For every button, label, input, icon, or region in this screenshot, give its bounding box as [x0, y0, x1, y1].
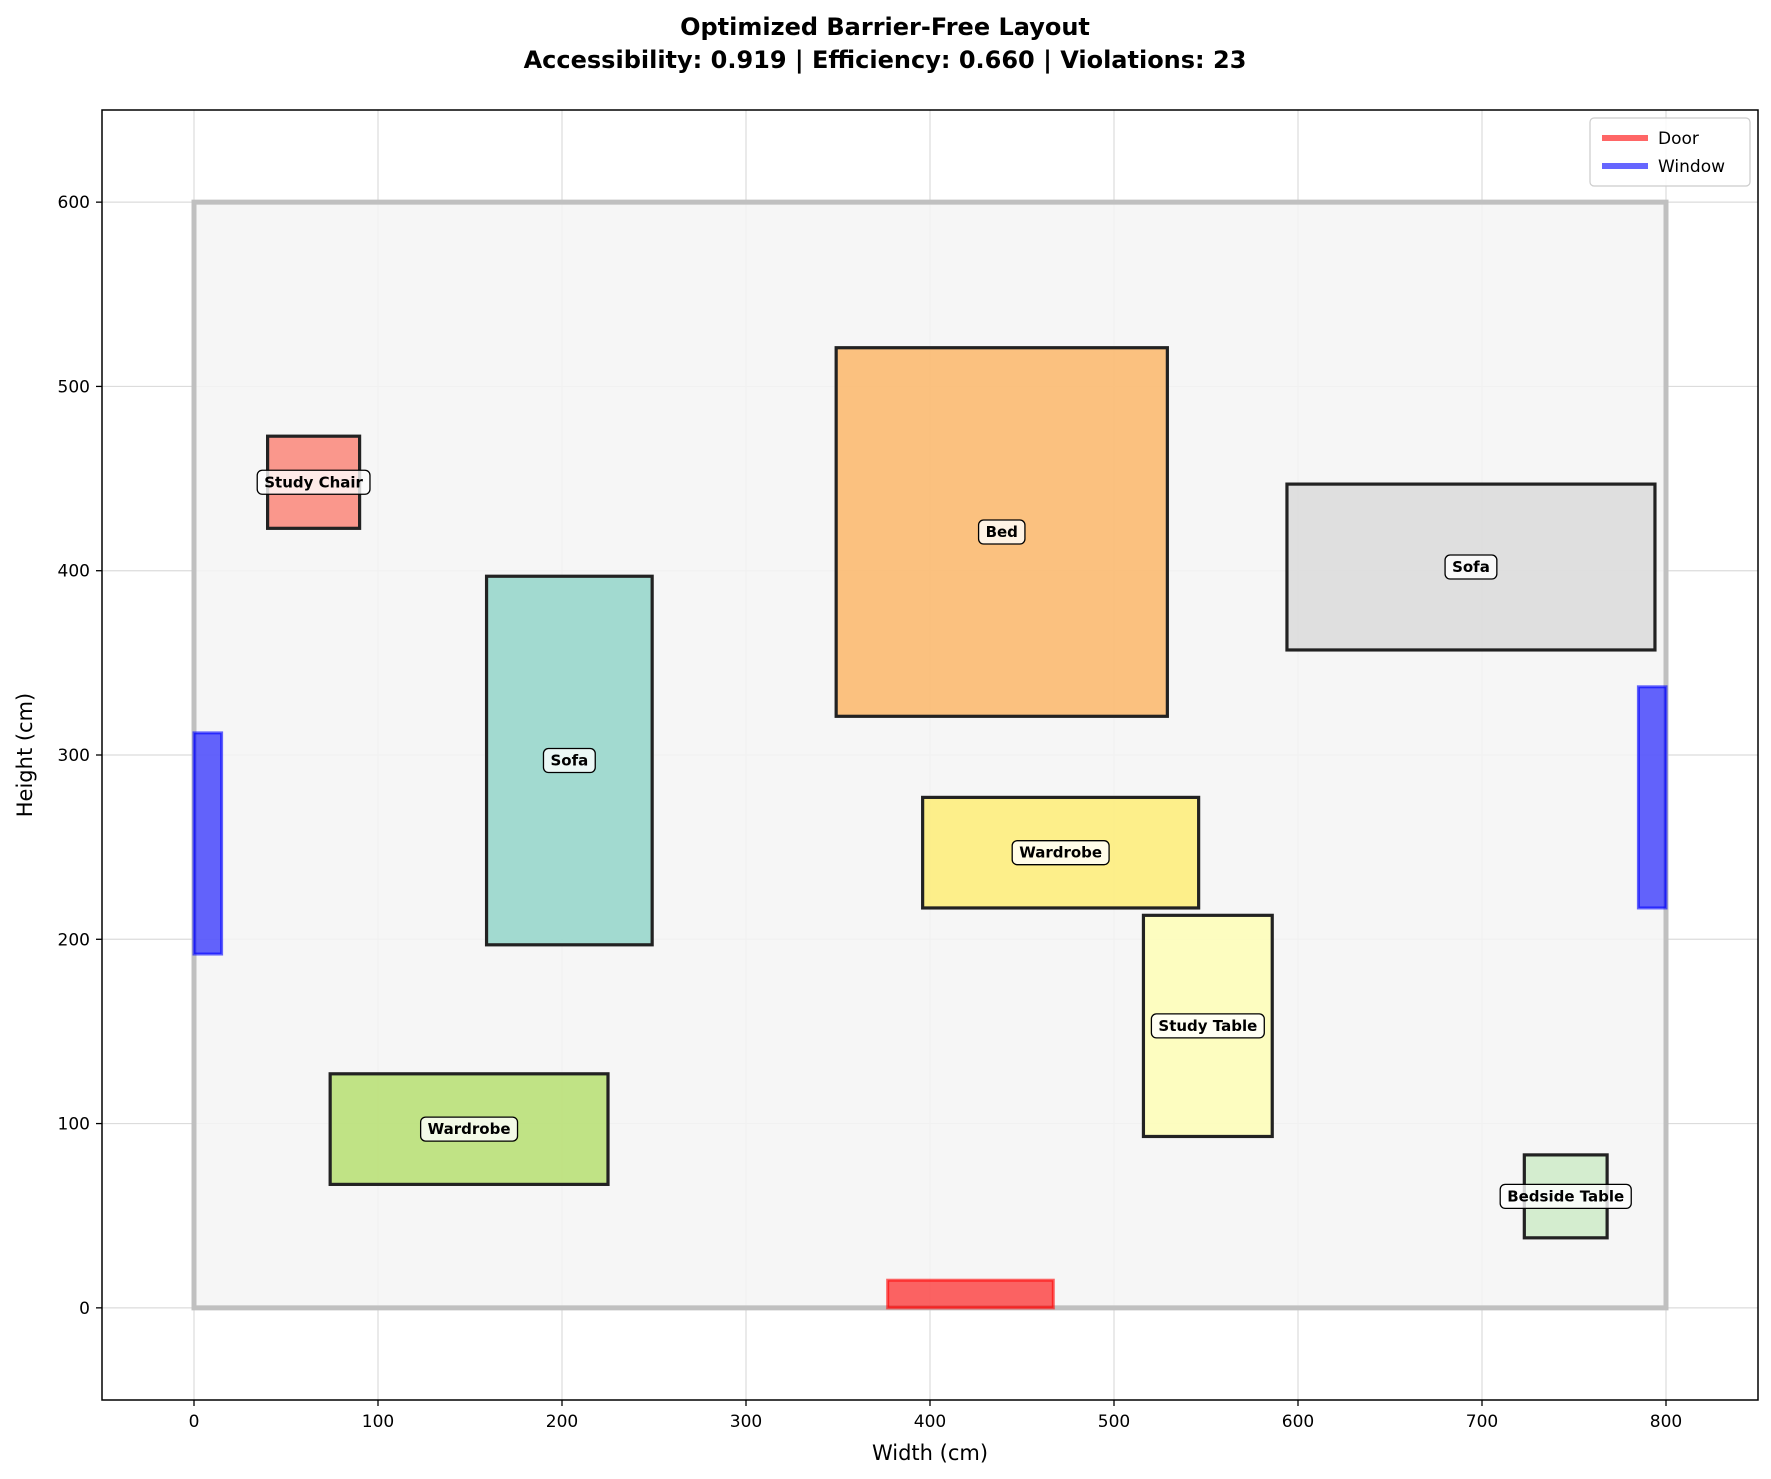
- chart-subtitle: Accessibility: 0.919 | Efficiency: 0.660…: [524, 46, 1247, 74]
- y-tick-label-5: 500: [58, 377, 90, 397]
- window-opening-2: [1636, 685, 1668, 910]
- door-opening-0: [886, 1278, 1055, 1310]
- y-tick-label-3: 300: [58, 746, 90, 766]
- x-tick-label-3: 300: [730, 1412, 762, 1432]
- furniture-items: Study Chair Sofa Bed Sofa Wardrobe Study Tabl…: [256, 346, 1657, 1240]
- furniture-label-box: [977, 519, 1026, 545]
- chart-title: Optimized Barrier-Free Layout: [680, 13, 1090, 41]
- x-tick-label-5: 500: [1098, 1412, 1130, 1432]
- furniture-label: Sofa: [1452, 558, 1490, 576]
- y-tick-label-6: 600: [58, 193, 90, 213]
- legend: Door Window: [1589, 117, 1751, 187]
- furniture-label: Study Table: [1158, 1017, 1257, 1035]
- x-tick-label-4: 400: [914, 1412, 946, 1432]
- legend-label-door: Door: [1658, 129, 1699, 149]
- y-axis-label: Height (cm): [13, 693, 37, 817]
- furniture-label-box: [1444, 554, 1498, 580]
- y-tick-label-1: 100: [58, 1115, 90, 1135]
- openings: [192, 685, 1668, 1310]
- furniture-label-box: [1150, 1013, 1265, 1039]
- furniture-label-box: [419, 1116, 519, 1142]
- x-tick-label-0: 0: [189, 1412, 200, 1432]
- x-tick-label-2: 200: [546, 1412, 578, 1432]
- furniture-label-box: [1499, 1183, 1632, 1210]
- window-opening-1: [192, 731, 224, 956]
- furniture-label-box: [542, 747, 596, 774]
- furniture-wardrobe-4: Wardrobe: [921, 795, 1201, 910]
- furniture-sofa-1: Sofa: [484, 574, 654, 947]
- y-tick-label-0: 0: [79, 1299, 90, 1319]
- furniture-study-table-5: Study Table: [1141, 913, 1274, 1139]
- furniture-label-box: [256, 469, 371, 495]
- furniture-bedside-table-7: Bedside Table: [1499, 1153, 1632, 1240]
- furniture-label: Bedside Table: [1507, 1187, 1624, 1205]
- furniture-label: Sofa: [550, 752, 588, 770]
- x-tick-label-6: 600: [1282, 1412, 1314, 1432]
- x-tick-label-1: 100: [362, 1412, 394, 1432]
- furniture-wardrobe-6: Wardrobe: [328, 1072, 610, 1186]
- y-tick-label-2: 200: [58, 930, 90, 950]
- x-axis-ticks: 0 100 200 300 400 500 600 700 800: [189, 1400, 1682, 1432]
- furniture-label: Study Chair: [264, 473, 363, 491]
- furniture-label: Bed: [986, 523, 1018, 541]
- y-tick-label-4: 400: [58, 562, 90, 582]
- furniture-label: Wardrobe: [1019, 844, 1102, 862]
- x-tick-label-8: 800: [1650, 1412, 1682, 1432]
- legend-label-window: Window: [1658, 157, 1725, 177]
- furniture-bed-2: Bed: [834, 346, 1169, 718]
- furniture-label-box: [1011, 840, 1110, 866]
- y-axis-ticks: 0 100 200 300 400 500 600: [58, 193, 102, 1319]
- furniture-sofa-3: Sofa: [1285, 482, 1657, 652]
- x-axis-label: Width (cm): [872, 1441, 988, 1465]
- furniture-study-chair-0: Study Chair: [256, 434, 371, 530]
- furniture-label: Wardrobe: [428, 1120, 511, 1138]
- x-tick-label-7: 700: [1466, 1412, 1498, 1432]
